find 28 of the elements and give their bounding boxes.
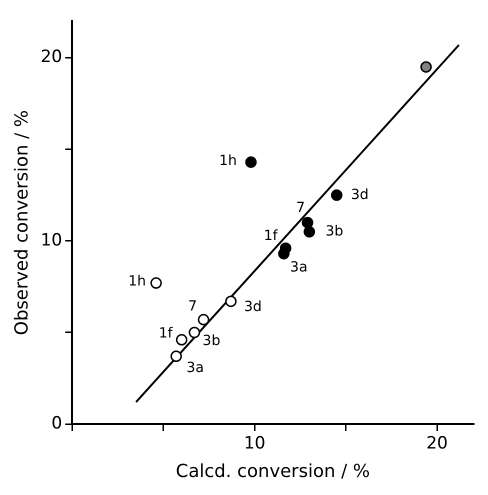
point bbox=[176, 334, 188, 346]
point bbox=[198, 314, 210, 326]
annotation: 1f bbox=[264, 228, 279, 244]
y-tick-label: 20 bbox=[40, 47, 62, 68]
annotation: 3d bbox=[350, 186, 369, 203]
annotation: 1h bbox=[128, 274, 146, 290]
point bbox=[330, 189, 342, 201]
x-axis-title: Calcd. conversion / % bbox=[176, 460, 370, 482]
annotation: 7 bbox=[188, 298, 198, 314]
point bbox=[188, 326, 200, 338]
annotation: 3a bbox=[290, 259, 308, 276]
point bbox=[420, 61, 432, 73]
point bbox=[302, 216, 314, 228]
annotation: 1f bbox=[158, 325, 174, 342]
annotation: 1h bbox=[219, 152, 237, 169]
annotation: 3b bbox=[202, 333, 220, 350]
point bbox=[304, 226, 316, 238]
y-tick-label: 10 bbox=[40, 230, 62, 250]
point bbox=[245, 156, 257, 168]
point bbox=[225, 296, 237, 308]
annotation: 3a bbox=[186, 360, 204, 376]
point bbox=[150, 277, 162, 289]
annotation: 3d bbox=[244, 298, 262, 315]
annotation: 7 bbox=[296, 200, 305, 216]
y-axis-title: Observed conversion / % bbox=[11, 110, 32, 336]
point bbox=[170, 350, 182, 362]
y-tick-label: 0 bbox=[51, 413, 62, 434]
annotation: 3b bbox=[325, 223, 344, 240]
